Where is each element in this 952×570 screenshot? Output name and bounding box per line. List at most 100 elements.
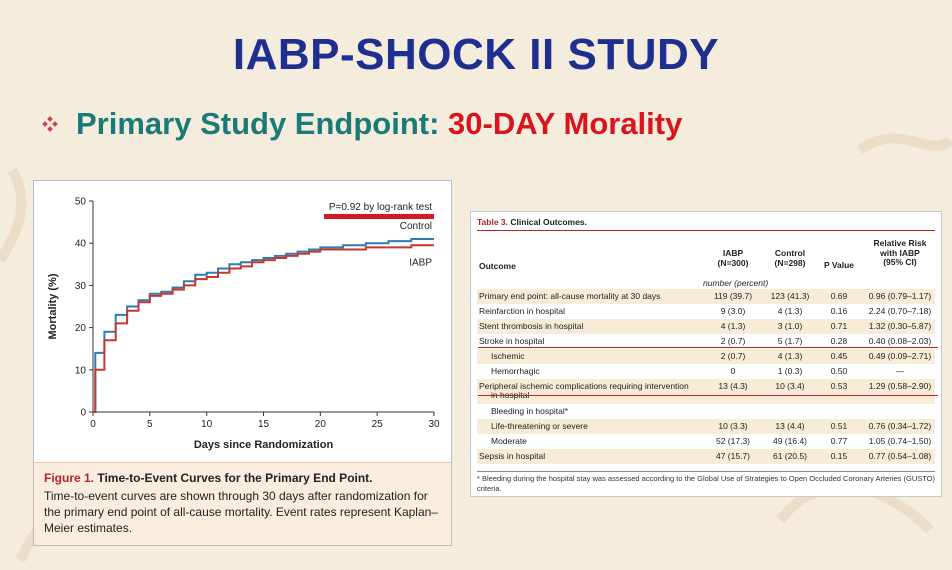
slide-title: IABP-SHOCK II STUDY	[232, 30, 720, 79]
cell-iabp: 2 (0.7)	[720, 336, 746, 346]
header-control-line1: Control	[774, 248, 806, 258]
cell-outcome: Stroke in hospital	[479, 336, 545, 346]
cell-outcome: Life-threatening or severe	[491, 421, 588, 431]
table-row: Peripheral ischemic complications requir…	[477, 379, 935, 404]
x-axis-title: Days since Randomization	[194, 439, 334, 451]
y-tick-label: 0	[80, 408, 86, 419]
cell-outcome: Primary end point: all-cause mortality a…	[479, 291, 661, 301]
table-row: Stroke in hospital 2 (0.7) 5 (1.7) 0.28 0.40…	[477, 334, 935, 349]
table-row: Reinfarction in hospital 9 (3.0) 4 (1.3) 0.…	[477, 304, 935, 319]
cell-outcome: Bleeding in hospital*	[491, 406, 569, 416]
table-title-text: Clinical Outcomes.	[508, 217, 587, 227]
cell-p-value: 0.71	[830, 321, 848, 331]
cell-relative-risk: 0.96 (0.79–1.17)	[868, 291, 932, 301]
cell-iabp: 13 (4.3)	[718, 381, 748, 391]
table-row: Ischemic 2 (0.7) 4 (1.3) 0.45 0.49 (0.09–2.7…	[477, 349, 935, 364]
series-line-control	[93, 238, 434, 413]
cell-control: 1 (0.3)	[777, 366, 803, 376]
cell-relative-risk: 0.49 (0.09–2.71)	[868, 351, 932, 361]
cell-relative-risk: 0.77 (0.54–1.08)	[868, 451, 932, 461]
header-iabp-line2: (N=300)	[717, 257, 749, 268]
cell-relative-risk: 1.05 (0.74–1.50)	[868, 436, 932, 446]
table-row: Moderate 52 (17.3) 49 (16.4) 0.77 1.05 (0.74…	[477, 434, 935, 449]
y-tick-label: 50	[75, 197, 87, 208]
cell-control: 4 (1.3)	[777, 351, 803, 361]
cell-control: 61 (20.5)	[772, 451, 808, 461]
table-row: Sepsis in hospital 47 (15.7) 61 (20.5) 0.15…	[477, 449, 935, 464]
cell-iabp: 2 (0.7)	[720, 351, 746, 361]
x-tick-label: 30	[428, 419, 440, 430]
header-rr-line3: (95% CI)	[883, 257, 917, 267]
header-relative-risk: Relative Risk with IABP (95% CI)	[865, 238, 935, 268]
x-tick-label: 25	[372, 419, 384, 430]
cell-outcome: Ischemic	[491, 351, 525, 361]
figure-caption-title: Figure 1. Time-to-Event Curves for the P…	[44, 471, 441, 485]
cell-p-value: 0.77	[830, 436, 848, 446]
series-line-iabp	[93, 244, 434, 413]
cell-p-value: 0.45	[830, 351, 848, 361]
x-tick-label: 5	[147, 419, 153, 430]
x-tick-label: 0	[90, 419, 96, 430]
diamond-bullet-icon	[42, 116, 58, 132]
figure-caption-body: Time-to-event curves are shown through 3…	[44, 489, 438, 535]
x-tick-label: 15	[258, 419, 270, 430]
y-tick-label: 30	[75, 281, 87, 292]
cell-outcome: Hemorrhagic	[491, 366, 540, 376]
figure-title-text: Time-to-Event Curves for the Primary End…	[94, 471, 373, 485]
cell-outcome: Moderate	[491, 436, 527, 446]
cell-relative-risk: 1.29 (0.58–2.90)	[868, 381, 932, 391]
cell-control: 123 (41.3)	[770, 291, 810, 301]
table-units: number (percent)	[703, 278, 769, 288]
figure-caption: Figure 1. Time-to-Event Curves for the P…	[34, 462, 451, 545]
cell-iabp: 9 (3.0)	[720, 306, 746, 316]
y-tick-label: 10	[75, 365, 87, 376]
highlight-rule-peripheral	[478, 395, 938, 396]
cell-p-value: 0.15	[830, 451, 848, 461]
header-rr-line1: Relative Risk	[873, 238, 927, 248]
highlight-rule-stroke	[478, 347, 938, 348]
header-control-line2: (N=298)	[774, 257, 806, 268]
x-tick-label: 10	[201, 419, 213, 430]
table-row: Hemorrhagic 0 1 (0.3) 0.50 —	[477, 364, 935, 379]
subtitle-prefix: Primary Study Endpoint:	[76, 106, 449, 141]
header-p-value: P Value	[823, 260, 855, 270]
cell-iabp: 0	[730, 366, 736, 376]
cell-iabp: 47 (15.7)	[715, 451, 751, 461]
series-label-control: Control	[400, 221, 432, 232]
cell-relative-risk: 0.40 (0.08–2.03)	[868, 336, 932, 346]
cell-p-value: 0.16	[830, 306, 848, 316]
cell-p-value: 0.53	[830, 381, 848, 391]
table-row: Bleeding in hospital*	[477, 404, 935, 419]
table-label: Table 3.	[477, 217, 509, 227]
cell-iabp: 52 (17.3)	[715, 436, 751, 446]
header-iabp-line1: IABP	[722, 248, 744, 258]
cell-control: 4 (1.3)	[777, 306, 803, 316]
table-bottom-rule	[477, 471, 935, 472]
annotation-underline	[324, 214, 434, 219]
table-top-rule	[477, 230, 935, 231]
cell-outcome: Reinfarction in hospital	[479, 306, 565, 316]
cell-control: 3 (1.0)	[777, 321, 803, 331]
figure-panel: 0 10 20 30 40 50 0 5 10 15 20 25 30 Control IABP P=0.9…	[33, 180, 452, 546]
cell-control: 13 (4.4)	[775, 421, 805, 431]
cell-control: 10 (3.4)	[775, 381, 805, 391]
cell-p-value: 0.51	[830, 421, 848, 431]
subtitle-highlight: 30-DAY Morality	[448, 106, 683, 141]
header-control: Control (N=298)	[762, 248, 818, 268]
cell-iabp: 4 (1.3)	[720, 321, 746, 331]
table-row: Primary end point: all-cause mortality a…	[477, 289, 935, 304]
cell-iabp: 119 (39.7)	[713, 291, 753, 301]
series-label-iabp: IABP	[409, 257, 432, 268]
cell-control: 49 (16.4)	[772, 436, 808, 446]
clinical-outcomes-table: Table 3. Clinical Outcomes. IABP (N=300)…	[470, 211, 942, 497]
cell-relative-risk: —	[895, 366, 905, 376]
table-title: Table 3. Clinical Outcomes.	[477, 217, 587, 227]
header-iabp: IABP (N=300)	[705, 248, 761, 268]
x-tick-label: 20	[315, 419, 327, 430]
subtitle: Primary Study Endpoint: 30-DAY Morality	[76, 106, 682, 142]
logrank-annotation: P=0.92 by log-rank test	[329, 202, 432, 213]
cell-outcome: Peripheral ischemic complications requir…	[479, 381, 689, 391]
km-chart: 0 10 20 30 40 50 0 5 10 15 20 25 30 Control IABP P=0.9…	[47, 197, 440, 452]
cell-relative-risk: 1.32 (0.30–5.87)	[868, 321, 932, 331]
cell-control: 5 (1.7)	[777, 336, 803, 346]
